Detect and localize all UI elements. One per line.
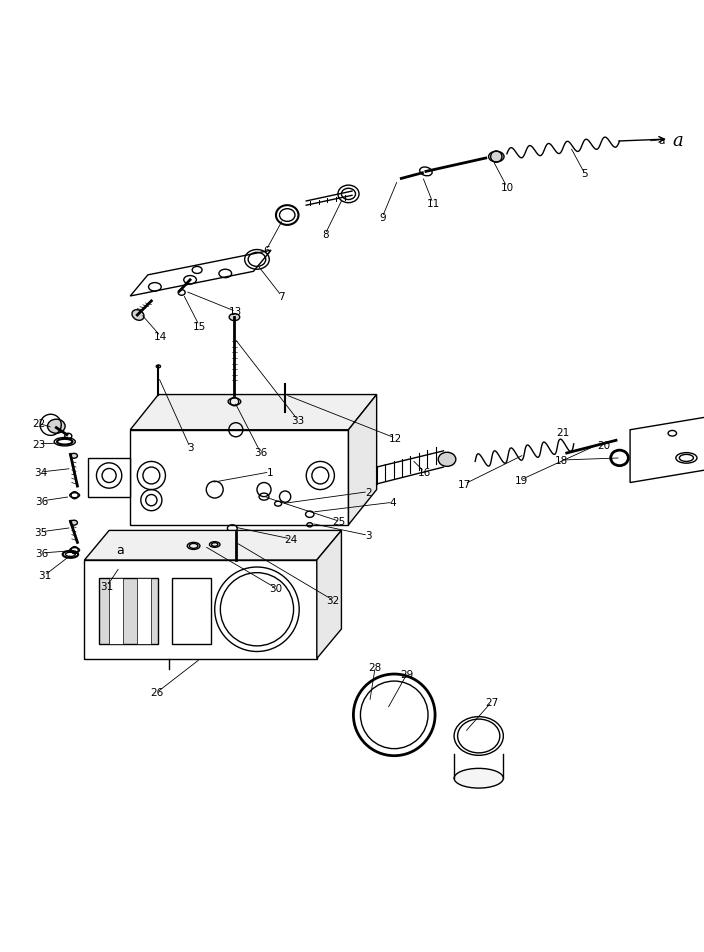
Text: 8: 8	[322, 229, 329, 240]
Ellipse shape	[454, 768, 503, 788]
Text: 5: 5	[581, 169, 588, 179]
Text: 13: 13	[230, 307, 242, 317]
Text: 31: 31	[38, 571, 51, 581]
Text: 21: 21	[557, 427, 570, 437]
Text: 18: 18	[555, 456, 568, 466]
Text: 10: 10	[501, 183, 513, 192]
Polygon shape	[84, 531, 341, 561]
Ellipse shape	[70, 521, 77, 526]
Text: 11: 11	[427, 199, 439, 208]
Text: 3: 3	[365, 531, 372, 541]
Polygon shape	[130, 251, 271, 297]
Polygon shape	[630, 409, 704, 483]
Text: a: a	[672, 131, 683, 149]
Text: 36: 36	[254, 447, 267, 458]
Text: 1: 1	[266, 467, 273, 478]
Ellipse shape	[229, 314, 239, 321]
Text: 26: 26	[151, 687, 163, 698]
Ellipse shape	[438, 453, 456, 466]
Text: 12: 12	[389, 434, 402, 444]
Bar	[88, 459, 130, 497]
Text: 9: 9	[379, 213, 386, 223]
Text: a: a	[116, 544, 124, 556]
Text: 19: 19	[515, 475, 527, 486]
Text: 4: 4	[389, 498, 396, 507]
Polygon shape	[84, 561, 317, 659]
Text: 14: 14	[154, 331, 167, 342]
Text: 33: 33	[291, 415, 304, 426]
Ellipse shape	[132, 310, 144, 321]
Text: 16: 16	[418, 467, 431, 478]
Text: 25: 25	[333, 517, 346, 526]
Polygon shape	[130, 395, 377, 430]
Ellipse shape	[47, 420, 65, 434]
Text: a: a	[658, 135, 665, 146]
Text: 22: 22	[32, 419, 45, 429]
Bar	[137, 578, 151, 645]
Bar	[109, 578, 123, 645]
Text: 2: 2	[365, 487, 372, 497]
Polygon shape	[130, 430, 348, 526]
Text: 6: 6	[263, 246, 270, 256]
Ellipse shape	[489, 152, 504, 163]
Text: 36: 36	[36, 548, 49, 559]
Text: 36: 36	[36, 496, 49, 506]
Text: 34: 34	[34, 467, 47, 478]
Text: 29: 29	[401, 669, 413, 680]
Ellipse shape	[70, 454, 77, 459]
Text: 35: 35	[34, 527, 47, 537]
Bar	[172, 578, 211, 645]
Text: 3: 3	[187, 443, 194, 453]
Text: 20: 20	[598, 441, 610, 450]
Polygon shape	[317, 531, 341, 659]
Text: 23: 23	[32, 440, 45, 449]
Text: 24: 24	[284, 534, 297, 545]
Text: 27: 27	[485, 698, 498, 707]
Text: 31: 31	[101, 582, 113, 591]
Text: 32: 32	[327, 596, 339, 605]
Text: 7: 7	[278, 291, 285, 302]
Bar	[99, 578, 158, 645]
Text: 17: 17	[458, 480, 471, 489]
Text: 15: 15	[193, 321, 206, 331]
Text: 28: 28	[369, 663, 382, 672]
Polygon shape	[348, 395, 377, 526]
Text: 30: 30	[270, 584, 282, 593]
